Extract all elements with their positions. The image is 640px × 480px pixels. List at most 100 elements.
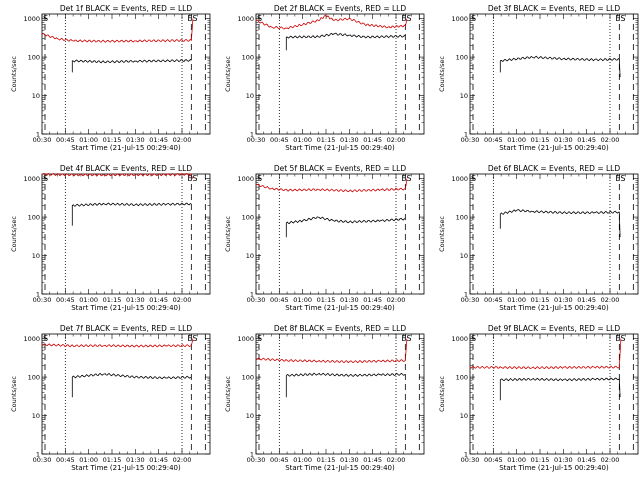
y-tick-label: 100: [242, 214, 254, 222]
x-tick-label: 01:00: [79, 136, 98, 144]
plot-frame: [41, 173, 211, 295]
panel-det-2: Det 2f BLACK = Events, RED = LLD 1 10 100 10…: [224, 4, 425, 152]
y-tick-label: 10: [32, 92, 40, 100]
y-axis-label: Counts/sec: [438, 376, 446, 412]
x-tick-label: 00:45: [56, 296, 75, 304]
x-tick-label: 01:45: [577, 296, 596, 304]
x-tick-label: 00:45: [484, 136, 503, 144]
x-tick-label: 01:15: [531, 136, 550, 144]
start-marker: S: [257, 14, 262, 23]
x-tick-label: 01:15: [531, 456, 550, 464]
y-tick-label: 100: [28, 374, 40, 382]
x-tick-label: 01:15: [317, 296, 336, 304]
y-tick-label: 1000: [451, 175, 468, 183]
x-tick-label: 00:30: [247, 136, 266, 144]
events-series-line: [285, 372, 406, 398]
x-tick-label: 00:30: [33, 136, 52, 144]
panel-det-5: Det 5f BLACK = Events, RED = LLD 1 10 100 10…: [224, 164, 425, 312]
y-axis-label: Counts/sec: [438, 56, 446, 92]
x-tick-label: 01:30: [126, 296, 145, 304]
panel-title: Det 3f BLACK = Events, RED = LLD: [488, 4, 621, 13]
x-tick-label: 00:45: [484, 296, 503, 304]
x-tick-label: 01:45: [149, 296, 168, 304]
start-marker: S: [43, 14, 48, 23]
x-tick-label: 00:30: [461, 136, 480, 144]
end-marker: ES: [401, 174, 411, 183]
start-marker: S: [471, 14, 476, 23]
y-tick-label: 100: [456, 54, 468, 62]
x-tick-label: 01:15: [103, 136, 122, 144]
x-tick-label: 01:30: [554, 136, 573, 144]
panel-title: Det 4f BLACK = Events, RED = LLD: [60, 164, 193, 173]
y-tick-label: 1: [250, 131, 254, 139]
x-axis-label: Start Time (21-Jul-15 00:29:40): [71, 464, 181, 472]
x-tick-label: 01:15: [531, 296, 550, 304]
plot-frame: [41, 13, 211, 135]
start-marker: S: [471, 334, 476, 343]
x-tick-label: 02:00: [173, 456, 192, 464]
x-tick-label: 00:30: [247, 296, 266, 304]
x-tick-label: 01:45: [149, 136, 168, 144]
x-tick-label: 01:45: [577, 136, 596, 144]
x-axis-label: Start Time (21-Jul-15 00:29:40): [499, 144, 609, 152]
lld-series-line: [255, 14, 408, 30]
panel-title: Det 7f BLACK = Events, RED = LLD: [60, 324, 193, 333]
panel-title: Det 1f BLACK = Events, RED = LLD: [60, 4, 193, 13]
y-tick-label: 1000: [237, 175, 254, 183]
y-tick-label: 1000: [451, 335, 468, 343]
y-axis-label: Counts/sec: [10, 56, 18, 92]
start-marker: S: [43, 334, 48, 343]
x-tick-label: 00:45: [484, 456, 503, 464]
y-tick-label: 1: [36, 131, 40, 139]
x-tick-label: 00:45: [270, 136, 289, 144]
plot-frame: [255, 13, 425, 135]
x-tick-label: 00:45: [56, 136, 75, 144]
plot-frame: [255, 173, 425, 295]
y-tick-label: 1: [464, 291, 468, 299]
y-tick-label: 1: [36, 291, 40, 299]
y-tick-label: 1: [36, 451, 40, 459]
panel-title: Det 9f BLACK = Events, RED = LLD: [488, 324, 621, 333]
y-tick-label: 10: [460, 92, 468, 100]
x-tick-label: 01:30: [340, 456, 359, 464]
y-tick-label: 100: [28, 54, 40, 62]
y-tick-label: 1000: [23, 15, 40, 23]
x-tick-label: 01:00: [507, 456, 526, 464]
y-tick-label: 10: [32, 412, 40, 420]
events-series-line: [71, 202, 192, 226]
x-tick-label: 02:00: [601, 136, 620, 144]
lld-series-line: [255, 178, 408, 193]
plot-frame: [469, 173, 639, 295]
x-tick-label: 01:45: [363, 456, 382, 464]
x-tick-label: 00:45: [270, 296, 289, 304]
end-marker: ES: [615, 174, 625, 183]
x-tick-label: 02:00: [601, 456, 620, 464]
x-axis-label: Start Time (21-Jul-15 00:29:40): [71, 144, 181, 152]
x-tick-label: 01:15: [103, 296, 122, 304]
lld-series-line: [469, 338, 622, 370]
lld-series-line: [41, 18, 194, 43]
y-tick-label: 10: [460, 252, 468, 260]
x-tick-label: 01:30: [340, 136, 359, 144]
x-axis-label: Start Time (21-Jul-15 00:29:40): [71, 304, 181, 312]
x-tick-label: 01:30: [554, 456, 573, 464]
x-tick-label: 02:00: [387, 136, 406, 144]
end-marker: ES: [615, 334, 625, 343]
x-axis-label: Start Time (21-Jul-15 00:29:40): [285, 304, 395, 312]
y-tick-label: 1000: [23, 175, 40, 183]
x-tick-label: 02:00: [173, 136, 192, 144]
x-tick-label: 01:45: [363, 296, 382, 304]
x-tick-label: 01:00: [293, 136, 312, 144]
x-axis-label: Start Time (21-Jul-15 00:29:40): [499, 304, 609, 312]
y-tick-label: 1: [464, 131, 468, 139]
x-tick-label: 01:15: [317, 136, 336, 144]
y-tick-label: 100: [242, 54, 254, 62]
panel-det-9: Det 9f BLACK = Events, RED = LLD 1 10 100 10…: [438, 324, 639, 472]
x-tick-label: 02:00: [173, 296, 192, 304]
x-tick-label: 01:30: [126, 136, 145, 144]
end-marker: ES: [401, 14, 411, 23]
x-tick-label: 00:45: [56, 456, 75, 464]
panel-det-8: Det 8f BLACK = Events, RED = LLD 1 10 100 10…: [224, 324, 425, 472]
x-tick-label: 01:30: [340, 296, 359, 304]
